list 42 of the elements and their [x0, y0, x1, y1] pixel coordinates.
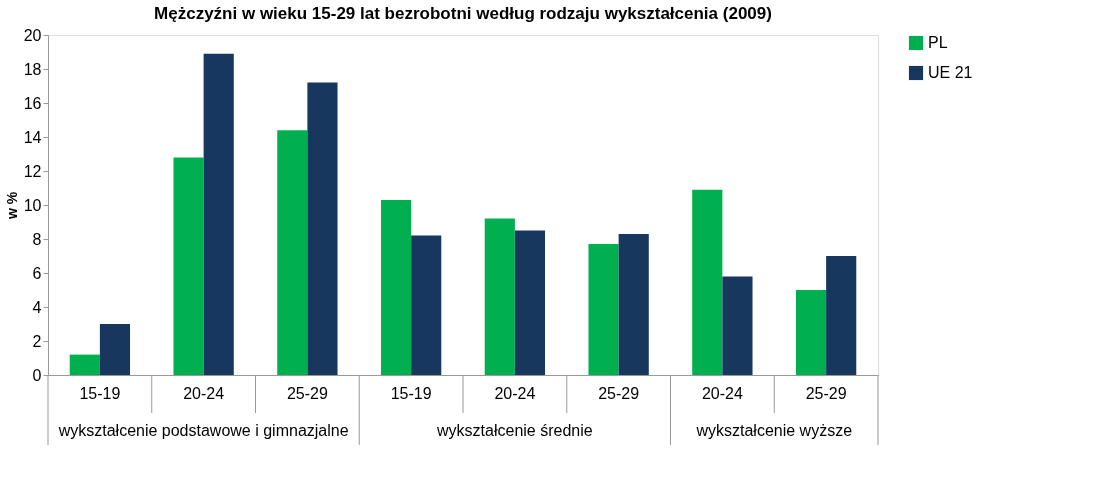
bar — [514, 230, 546, 375]
bar — [692, 189, 723, 375]
y-tick-label: 4 — [32, 298, 42, 316]
x-tick-label: 25-29 — [286, 384, 328, 402]
bar — [203, 53, 234, 375]
x-tick-label: 15-19 — [79, 384, 121, 402]
y-tick-label: 12 — [23, 162, 42, 180]
x-tick-label: 25-29 — [598, 384, 640, 402]
text: wykształcenie wyższe — [695, 422, 853, 439]
bar — [411, 235, 442, 375]
bar — [99, 324, 131, 375]
bar — [277, 130, 308, 375]
y-tick-label: 18 — [23, 60, 42, 78]
chart-title: Mężczyźni w wieku 15-29 lat bezrobotni według rodzaju wykształcenia (2009) — [154, 4, 772, 23]
y-tick-label: 20 — [23, 26, 42, 44]
bar — [69, 354, 100, 375]
y-tick-label: 14 — [23, 128, 42, 146]
bar — [826, 256, 857, 375]
y-tick-label: 10 — [23, 196, 42, 214]
y-tick-label: 6 — [32, 264, 42, 282]
x-tick-label: 20-24 — [494, 384, 536, 402]
legend-label: PL — [928, 34, 948, 51]
y-tick-label: 0 — [32, 366, 42, 384]
bar — [173, 157, 204, 375]
y-tick-label: 8 — [32, 230, 42, 248]
bar — [307, 82, 338, 375]
y-axis-title: w % — [3, 191, 20, 221]
text: wykształcenie podstawowe i gimnazjalne — [57, 422, 349, 439]
legend-label: UE 21 — [928, 64, 973, 81]
y-tick-label: 16 — [23, 94, 42, 112]
y-tick-label: 2 — [32, 332, 42, 350]
x-tick-label: 20-24 — [183, 384, 225, 402]
bar — [795, 290, 827, 375]
x-tick-label: 25-29 — [805, 384, 847, 402]
bar — [484, 218, 515, 375]
x-tick-label: 15-19 — [390, 384, 432, 402]
bar — [618, 233, 649, 375]
bar — [722, 276, 753, 375]
x-tick-label: 20-24 — [701, 384, 743, 402]
bar — [588, 244, 619, 375]
bar — [380, 199, 412, 375]
text: wykształcenie średnie — [436, 422, 593, 439]
